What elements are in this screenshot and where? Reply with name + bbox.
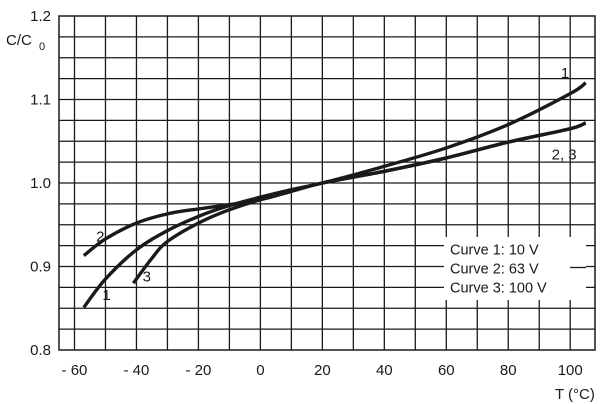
x-tick-label: 20 xyxy=(314,362,331,379)
x-tick-label: 100 xyxy=(558,362,583,379)
y-tick-label: 1.1 xyxy=(30,92,51,109)
x-tick-label: 40 xyxy=(376,362,393,379)
curve-label: 3 xyxy=(143,269,151,286)
x-tick-label: 0 xyxy=(256,362,264,379)
curve-3-line xyxy=(131,121,587,285)
x-tick-label: 60 xyxy=(438,362,455,379)
y-tick-label: 1.0 xyxy=(30,175,51,192)
legend-background xyxy=(444,237,586,300)
x-tick-label: - 20 xyxy=(185,362,211,379)
axis-labels: C/C 0 T (°C) - 60 - 40 - 20 0 20 40 60 80 100 0.8… xyxy=(6,8,595,403)
y-axis-label: C/C xyxy=(6,32,32,49)
x-axis-label: T (°C) xyxy=(555,386,595,403)
curve-1-line xyxy=(82,81,587,309)
curve-label: 1 xyxy=(561,65,569,82)
legend-entry: Curve 3: 100 V xyxy=(450,281,547,297)
y-tick-label: 0.8 xyxy=(30,342,51,359)
x-tick-label: - 60 xyxy=(62,362,88,379)
y-tick-label: 0.9 xyxy=(30,259,51,276)
plot-frame xyxy=(58,15,596,351)
legend: Curve 1: 10 V Curve 2: 63 V Curve 3: 100… xyxy=(444,237,586,300)
x-tick-label: - 40 xyxy=(124,362,150,379)
legend-entry: Curve 2: 63 V xyxy=(450,262,539,278)
x-tick-label: 80 xyxy=(500,362,517,379)
curve-label: 2, 3 xyxy=(552,147,577,164)
y-axis-label-subscript: 0 xyxy=(39,41,45,53)
curves xyxy=(82,81,587,309)
curve-label: 2 xyxy=(96,228,104,245)
curve-label: 1 xyxy=(102,287,110,304)
legend-entry: Curve 1: 10 V xyxy=(450,243,539,259)
y-tick-label: 1.2 xyxy=(30,8,51,25)
